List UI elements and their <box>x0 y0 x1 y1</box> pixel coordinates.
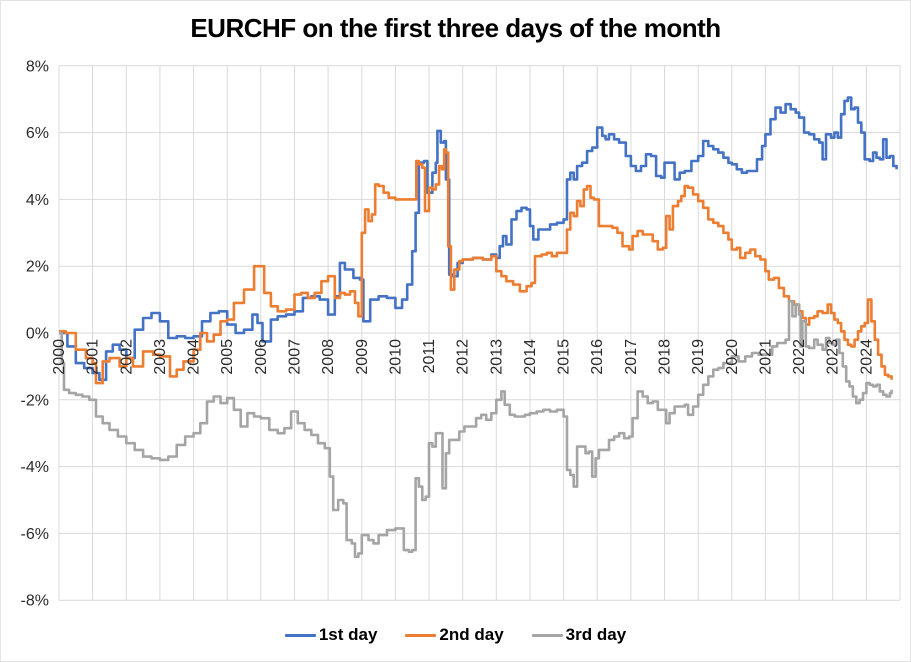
x-axis-tick: 2007 <box>287 339 304 375</box>
legend-item-1st-day: 1st day <box>284 625 378 645</box>
legend-label: 3rd day <box>565 625 627 644</box>
x-axis-tick: 2016 <box>589 339 606 375</box>
x-axis-tick: 2020 <box>724 339 741 375</box>
x-axis-tick: 2002 <box>118 339 135 375</box>
x-axis-tick: 2023 <box>825 339 842 375</box>
x-axis-tick: 2017 <box>623 339 640 375</box>
y-axis-tick: 0% <box>26 326 49 343</box>
y-axis-tick: -8% <box>21 593 49 610</box>
x-axis-tick: 2024 <box>858 339 875 375</box>
x-axis-tick: 2011 <box>421 339 438 374</box>
chart-title: EURCHF on the first three days of the mo… <box>190 13 721 43</box>
x-axis-tick: 2015 <box>556 339 573 375</box>
x-axis-tick: 2009 <box>354 339 371 375</box>
legend-line-swatch-icon <box>405 633 437 637</box>
legend-line-swatch-icon <box>284 633 316 637</box>
series-line-3rd-day <box>59 300 893 559</box>
legend-item-2nd-day: 2nd day <box>405 625 504 645</box>
x-axis-tick: 2003 <box>152 339 169 375</box>
x-axis-tick: 2004 <box>186 339 203 375</box>
x-axis-tick: 2012 <box>455 339 472 375</box>
x-axis-tick: 2022 <box>791 339 808 375</box>
x-axis-tick: 2001 <box>85 339 102 375</box>
legend-line-swatch-icon <box>531 633 563 637</box>
y-axis-tick: -4% <box>21 459 49 476</box>
y-axis-tick: -2% <box>21 392 49 409</box>
x-axis-tick: 2021 <box>757 339 774 375</box>
x-axis-tick: 2010 <box>387 339 404 375</box>
y-axis-tick: 8% <box>26 58 49 75</box>
legend: 1st day 2nd day 3rd day <box>1 625 910 645</box>
x-axis-tick: 2008 <box>320 339 337 375</box>
x-axis-tick: 2014 <box>522 339 539 375</box>
x-axis-tick: 2005 <box>219 339 236 375</box>
y-axis-tick: -6% <box>21 526 49 543</box>
y-axis-tick: 2% <box>26 259 49 276</box>
x-axis-tick: 2013 <box>488 339 505 375</box>
x-axis-tick: 2000 <box>51 339 68 375</box>
series-line-1st-day <box>59 96 898 382</box>
y-axis-tick: 6% <box>26 125 49 142</box>
legend-item-3rd-day: 3rd day <box>531 625 627 645</box>
legend-label: 1st day <box>318 625 378 644</box>
x-axis-tick: 2019 <box>690 339 707 375</box>
x-axis-tick: 2006 <box>253 339 270 375</box>
legend-label: 2nd day <box>439 625 504 644</box>
y-axis-tick: 4% <box>26 192 49 209</box>
x-axis-tick: 2018 <box>657 339 674 375</box>
